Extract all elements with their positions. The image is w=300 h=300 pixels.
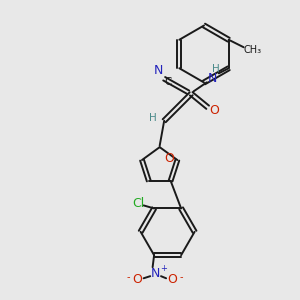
Text: O: O (209, 104, 219, 117)
Text: N: N (154, 64, 163, 77)
Text: H: H (212, 64, 220, 74)
Text: H: H (149, 113, 157, 123)
Text: -: - (179, 272, 183, 282)
Text: -: - (127, 272, 130, 282)
Text: Cl: Cl (132, 197, 145, 210)
Text: O: O (132, 273, 142, 286)
Text: N: N (150, 267, 160, 280)
Text: C: C (164, 77, 172, 87)
Text: O: O (164, 152, 174, 165)
Text: N: N (208, 72, 217, 85)
Text: O: O (167, 273, 177, 286)
Text: +: + (160, 264, 167, 273)
Text: CH₃: CH₃ (243, 45, 261, 55)
